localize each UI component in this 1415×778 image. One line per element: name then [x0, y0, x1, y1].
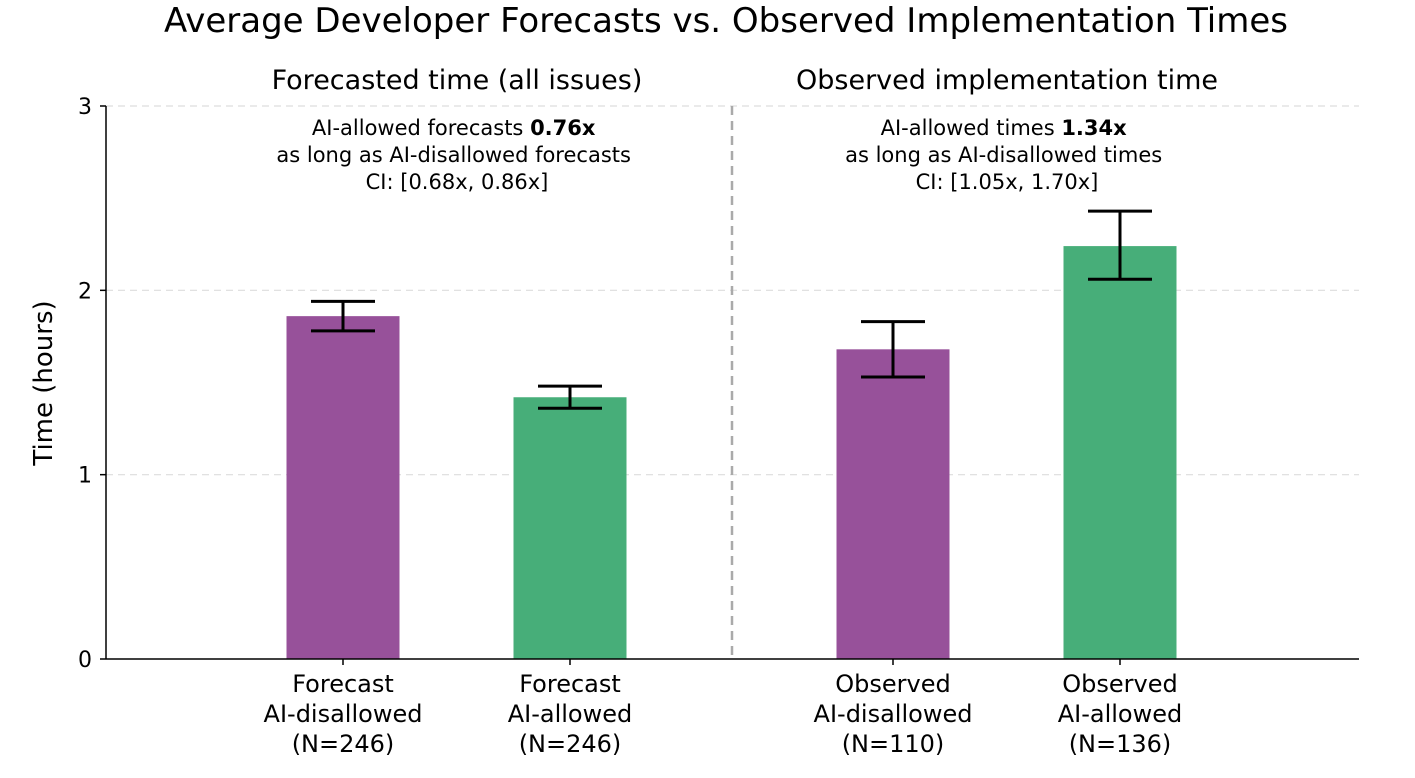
x-tick-label-line: Observed	[835, 670, 950, 698]
bar-ai_disallowed	[286, 316, 400, 659]
x-ticks: Forecast AI-disallowed (N=246)Forecast AI-a…	[264, 659, 1183, 758]
panel-subtitle-observed: Observed implementation time	[796, 65, 1218, 96]
y-tick-label: 2	[78, 279, 92, 304]
x-tick-label-line: (N=246)	[519, 730, 622, 758]
y-tick-label: 3	[78, 95, 92, 120]
annotation-observed: AI-allowed times 1.34x as long as AI-dis…	[845, 116, 1169, 194]
x-tick-label-line: AI-allowed	[508, 700, 633, 728]
x-tick-label: Forecast AI-disallowed (N=246)	[264, 670, 423, 758]
x-tick-label: Observed AI-allowed (N=136)	[1058, 670, 1183, 758]
x-tick-label-line: AI-disallowed	[264, 700, 423, 728]
x-tick-label-line: AI-allowed	[1058, 700, 1183, 728]
annotation-forecast-ci: CI: [0.68x, 0.86x]	[366, 170, 549, 194]
annotation-observed-prefix: AI-allowed times	[881, 116, 1062, 140]
annotation-observed-line2: as long as AI-disallowed times	[845, 143, 1162, 167]
bar-ai_allowed	[513, 397, 627, 659]
x-tick-label-line: Forecast	[519, 670, 621, 698]
bars	[286, 246, 1177, 660]
annotation-observed-line1: AI-allowed times 1.34x	[881, 116, 1128, 140]
x-tick-label-line: AI-disallowed	[814, 700, 973, 728]
panel-subtitle-forecast: Forecasted time (all issues)	[272, 65, 643, 96]
x-tick-label-line: (N=246)	[292, 730, 395, 758]
y-tick-label: 0	[78, 648, 92, 673]
error-bars	[311, 209, 1152, 410]
y-tick-label: 1	[78, 464, 92, 489]
x-tick-label-line: Forecast	[292, 670, 394, 698]
annotation-forecast-line2: as long as AI-disallowed forecasts	[276, 143, 631, 167]
bar-ai_allowed	[1063, 246, 1177, 660]
annotation-observed-ratio: 1.34x	[1061, 116, 1127, 140]
annotation-forecast: AI-allowed forecasts 0.76x as long as AI…	[276, 116, 637, 194]
y-axis-label: Time (hours)	[29, 300, 59, 466]
chart-title: Average Developer Forecasts vs. Observed…	[164, 1, 1288, 41]
annotation-forecast-prefix: AI-allowed forecasts	[312, 116, 530, 140]
annotation-forecast-ratio: 0.76x	[530, 116, 596, 140]
bar-ai_disallowed	[836, 349, 950, 659]
x-tick-label-line: (N=110)	[842, 730, 945, 758]
annotation-forecast-line1: AI-allowed forecasts 0.76x	[312, 116, 596, 140]
x-tick-label-line: Observed	[1062, 670, 1177, 698]
x-tick-label-line: (N=136)	[1069, 730, 1172, 758]
annotation-observed-ci: CI: [1.05x, 1.70x]	[916, 170, 1099, 194]
x-tick-label: Observed AI-disallowed (N=110)	[814, 670, 973, 758]
x-tick-label: Forecast AI-allowed (N=246)	[508, 670, 633, 758]
y-ticks: 0 1 2 3	[78, 95, 106, 673]
